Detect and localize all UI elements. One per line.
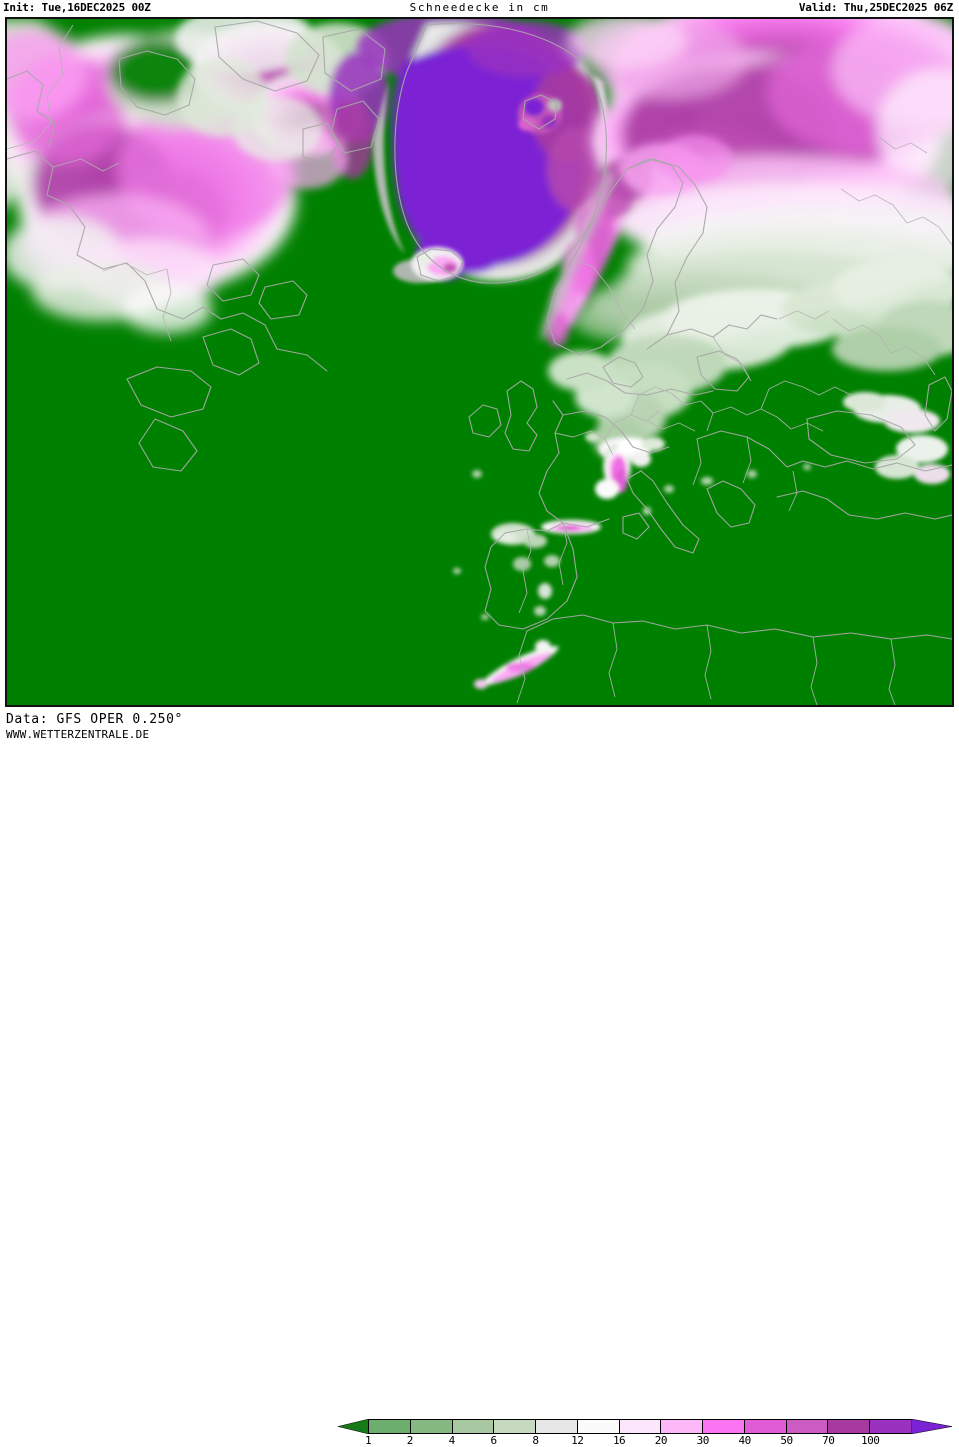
legend-swatch-12 bbox=[870, 1420, 911, 1433]
legend-tick-labels: 1 2 4 6 8 12 16 20 30 40 50 70 100 bbox=[364, 1434, 912, 1447]
legend-swatch-10 bbox=[786, 1420, 829, 1433]
legend-swatch-2 bbox=[452, 1420, 495, 1433]
legend-tick-2: 2 bbox=[406, 1434, 414, 1447]
legend-swatch-7 bbox=[661, 1420, 704, 1433]
legend-swatch-11 bbox=[828, 1420, 871, 1433]
legend-swatch-bar bbox=[368, 1419, 912, 1434]
legend-tick-8: 8 bbox=[532, 1434, 539, 1447]
legend-tick-20: 20 bbox=[654, 1434, 668, 1447]
snow-field-minor-patches bbox=[453, 432, 811, 620]
legend-swatch-3 bbox=[494, 1420, 537, 1433]
snow-field-central-europe bbox=[548, 259, 952, 461]
legend-swatch-1 bbox=[410, 1420, 453, 1433]
snow-field-svalbard bbox=[518, 94, 562, 134]
snow-field-scandinavian-mountains bbox=[539, 135, 733, 347]
legend-tick-6: 6 bbox=[490, 1434, 497, 1447]
snow-field-northern-europe bbox=[567, 19, 952, 345]
header-bar: Init: Tue,16DEC2025 00Z Schneedecke in c… bbox=[0, 0, 959, 17]
legend-tick-12: 12 bbox=[571, 1434, 584, 1447]
legend-tick-100: 100 bbox=[860, 1434, 880, 1447]
legend-swatch-9 bbox=[744, 1420, 787, 1433]
legend-over-arrow-icon bbox=[911, 1419, 952, 1434]
legend-tick-30: 30 bbox=[696, 1434, 710, 1447]
footer-bar: Data: GFS OPER 0.250° WWW.WETTERZENTRALE… bbox=[0, 707, 959, 1447]
page-title: Schneedecke in cm bbox=[409, 1, 550, 14]
map-country-borders bbox=[7, 24, 952, 705]
init-timestamp-label: Init: Tue,16DEC2025 00Z bbox=[3, 1, 151, 14]
legend-tick-50: 50 bbox=[780, 1434, 793, 1447]
legend-under-arrow-icon bbox=[338, 1419, 369, 1434]
snow-field-pyrenees bbox=[541, 520, 601, 534]
legend-swatch-5 bbox=[577, 1420, 620, 1433]
map-raster bbox=[7, 19, 952, 705]
legend-tick-1: 1 bbox=[364, 1434, 372, 1447]
map-coastlines bbox=[7, 20, 952, 640]
snow-field-carpathians bbox=[843, 392, 950, 484]
snow-field-alps bbox=[595, 437, 665, 499]
data-source-label: Data: GFS OPER 0.250° bbox=[6, 712, 183, 727]
website-label: WWW.WETTERZENTRALE.DE bbox=[6, 728, 150, 741]
color-legend: 1 2 4 6 8 12 16 20 30 40 50 70 100 bbox=[338, 1417, 952, 1447]
legend-tick-16: 16 bbox=[612, 1434, 626, 1447]
valid-timestamp-label: Valid: Thu,25DEC2025 06Z bbox=[798, 1, 953, 14]
legend-swatch-0 bbox=[369, 1420, 411, 1433]
legend-tick-4: 4 bbox=[448, 1434, 456, 1447]
legend-swatch-8 bbox=[703, 1420, 745, 1433]
legend-swatch-6 bbox=[619, 1420, 662, 1433]
legend-swatch-4 bbox=[536, 1420, 578, 1433]
snow-field-iberia bbox=[491, 523, 560, 616]
snow-depth-map bbox=[5, 17, 954, 707]
legend-tick-70: 70 bbox=[822, 1434, 835, 1447]
legend-tick-40: 40 bbox=[738, 1434, 751, 1447]
